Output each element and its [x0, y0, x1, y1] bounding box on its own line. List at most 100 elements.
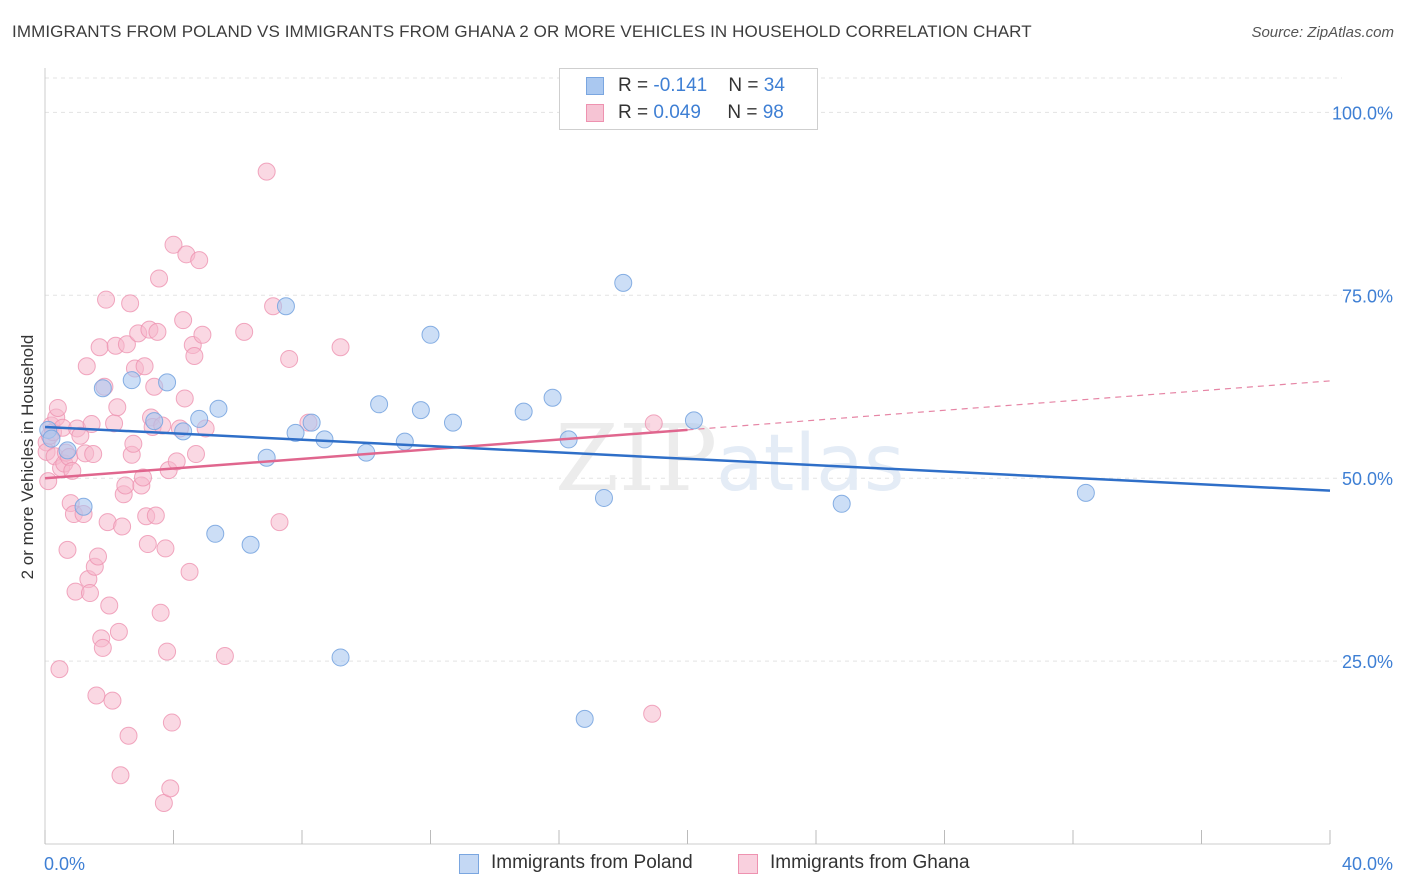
point-ghana [257, 162, 276, 181]
point-poland [206, 524, 225, 543]
point-poland [614, 273, 633, 292]
point-ghana [235, 322, 254, 341]
grid-lines [45, 77, 1342, 662]
point-ghana [190, 251, 209, 270]
point-poland [443, 413, 462, 432]
legend-r-label: R = [618, 102, 654, 123]
point-ghana [87, 686, 106, 705]
point-ghana [48, 398, 67, 417]
point-poland [158, 373, 177, 392]
chart-title: IMMIGRANTS FROM POLAND VS IMMIGRANTS FRO… [12, 22, 1032, 41]
point-ghana [90, 338, 109, 357]
point-poland [411, 401, 430, 420]
tick-labels: 25.0% 50.0% 75.0% 100.0% 0.0% 40.0% [44, 103, 1393, 874]
legend-n-value-ghana: 98 [762, 102, 784, 123]
point-ghana [193, 325, 212, 344]
point-ghana [93, 638, 112, 657]
point-poland [331, 648, 350, 667]
point-ghana [100, 596, 119, 615]
point-ghana [175, 389, 194, 408]
correlation-legend: R = -0.141 N = 34 R = 0.049 N = 98 [559, 68, 818, 130]
point-ghana [58, 540, 77, 559]
point-ghana [270, 513, 289, 532]
point-ghana [50, 660, 69, 679]
point-ghana [164, 235, 183, 254]
point-poland [302, 413, 321, 432]
point-ghana [117, 335, 136, 354]
legend-marker-poland [459, 854, 479, 874]
point-poland [190, 409, 209, 428]
source-note: Source: ZipAtlas.com [1251, 24, 1394, 41]
point-ghana [146, 506, 165, 525]
x-tick-label-max: 40.0% [1342, 854, 1393, 874]
point-ghana [133, 468, 152, 487]
point-poland [122, 371, 141, 390]
trend-line-ghana [44, 428, 688, 480]
point-ghana [174, 311, 193, 330]
point-ghana [150, 269, 169, 288]
point-ghana [124, 434, 143, 453]
legend-swatch-ghana [586, 104, 604, 122]
point-poland [575, 709, 594, 728]
trend-line-poland [44, 425, 1331, 492]
point-poland [276, 297, 295, 316]
point-ghana [121, 294, 140, 313]
y-tick-label: 100.0% [1332, 103, 1393, 123]
trend-line-ghana-extension [687, 380, 1331, 431]
y-tick-label: 25.0% [1342, 652, 1393, 672]
legend-n-value-poland: 34 [763, 75, 785, 96]
point-poland [594, 488, 613, 507]
point-poland [209, 399, 228, 418]
point-poland [257, 448, 276, 467]
point-ghana [643, 704, 662, 723]
point-poland [832, 494, 851, 513]
point-poland [58, 441, 77, 460]
legend-r-value-ghana: 0.049 [653, 102, 701, 123]
point-poland [543, 388, 562, 407]
point-poland [286, 423, 305, 442]
point-ghana [162, 713, 181, 732]
point-ghana [97, 290, 116, 309]
series-poland-points [39, 273, 1095, 728]
point-poland [1076, 483, 1095, 502]
point-poland [74, 497, 93, 516]
y-tick-label: 50.0% [1342, 469, 1393, 489]
legend-swatch-poland [586, 77, 604, 95]
point-ghana [113, 517, 132, 536]
point-ghana [180, 562, 199, 581]
point-ghana [167, 452, 186, 471]
legend-r-label: R = [618, 75, 654, 96]
point-poland [395, 432, 414, 451]
point-ghana [109, 622, 128, 641]
point-ghana [186, 445, 205, 464]
point-poland [241, 535, 260, 554]
point-ghana [80, 584, 99, 603]
point-ghana [280, 349, 299, 368]
x-tick-label-min: 0.0% [44, 854, 85, 874]
point-ghana [185, 347, 204, 366]
legend-marker-ghana [738, 854, 758, 874]
point-ghana [119, 726, 138, 745]
point-ghana [148, 322, 167, 341]
point-ghana [71, 426, 90, 445]
point-poland [174, 422, 193, 441]
point-poland [514, 402, 533, 421]
point-ghana [151, 603, 170, 622]
point-ghana [111, 766, 130, 785]
point-ghana [158, 642, 177, 661]
point-ghana [84, 445, 103, 464]
point-ghana [644, 414, 663, 433]
point-ghana [89, 547, 108, 566]
point-ghana [116, 476, 135, 495]
point-poland [684, 411, 703, 430]
legend-r-value-poland: -0.141 [653, 75, 708, 96]
legend-n-label: N = [727, 102, 763, 123]
legend-n-label: N = [728, 75, 764, 96]
y-tick-label: 75.0% [1342, 286, 1393, 306]
point-ghana [108, 398, 127, 417]
legend-label-ghana: Immigrants from Ghana [770, 852, 970, 873]
point-poland [42, 429, 61, 448]
point-ghana [77, 357, 96, 376]
point-poland [421, 325, 440, 344]
